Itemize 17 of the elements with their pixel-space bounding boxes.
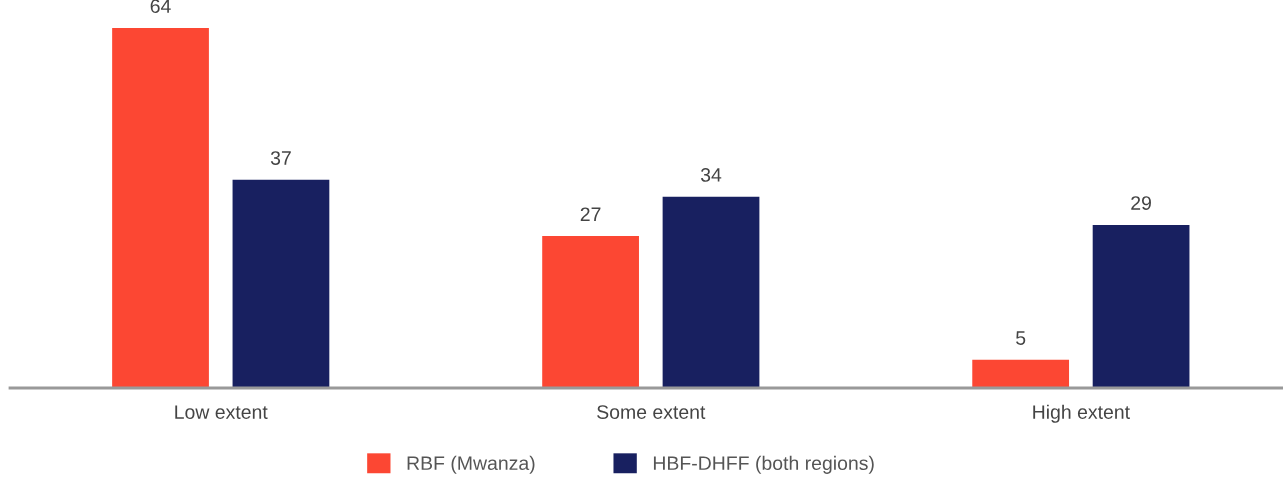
bar (662, 196, 760, 388)
bar (542, 236, 639, 388)
legend-label: RBF (Mwanza) (407, 455, 535, 474)
bar (112, 28, 209, 388)
bar (232, 179, 330, 388)
x-tick-label: High extent (1033, 404, 1130, 423)
data-label: 27 (580, 207, 601, 221)
bar (972, 359, 1070, 388)
x-tick-label: Low extent (175, 405, 268, 419)
bar (1092, 224, 1190, 388)
x-tick-label: Some extent (597, 405, 706, 419)
data-label: 64 (150, 0, 171, 14)
data-label: 34 (700, 168, 722, 182)
data-label: 29 (1131, 196, 1151, 210)
legend-label: HBF-DHFF (both regions) (653, 455, 874, 474)
data-label: 37 (270, 151, 291, 165)
data-label: 5 (1016, 331, 1026, 345)
